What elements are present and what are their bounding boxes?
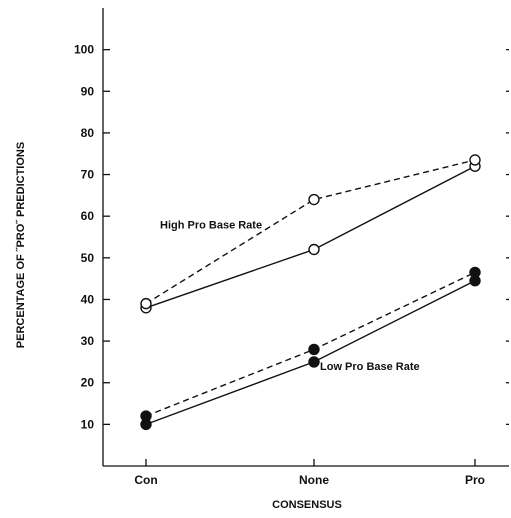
data-point-low-dashed-con xyxy=(140,410,152,422)
x-ticks: Con None Pro xyxy=(134,459,485,487)
data-point-low-dashed-none xyxy=(308,343,320,356)
y-tick-label: 60 xyxy=(81,209,95,223)
y-tick-label: 50 xyxy=(81,251,95,265)
x-tick-label: Pro xyxy=(465,473,485,487)
x-axis-title: CONSENSUS xyxy=(272,499,342,511)
series-line-low-dashed xyxy=(145,271,476,417)
data-point-low-dashed-pro xyxy=(469,266,481,279)
annotation-high-base-rate: High Pro Base Rate xyxy=(160,220,262,232)
annotations: High Pro Base Rate Low Pro Base Rate xyxy=(160,220,420,374)
data-point-high-dashed-pro xyxy=(469,154,481,166)
data-point-high-dashed-none xyxy=(308,193,320,206)
y-tick-label: 40 xyxy=(81,292,95,306)
y-tick-label: 10 xyxy=(81,417,95,431)
y-axis-title: PERCENTAGE OF ˝PRO˝ PREDICTIONS xyxy=(15,142,27,348)
y-tick-label: 30 xyxy=(81,334,95,348)
data-point-high-dashed-con xyxy=(140,297,152,310)
annotation-low-base-rate: Low Pro Base Rate xyxy=(320,361,420,373)
y-ticks: 10 20 30 40 50 60 70 80 90 100 xyxy=(74,43,509,431)
y-tick-label: 20 xyxy=(81,376,95,390)
axes xyxy=(102,8,509,467)
series-points xyxy=(140,154,481,431)
x-tick-label: None xyxy=(299,473,329,487)
series-line-high-dashed xyxy=(145,159,476,305)
y-tick-label: 70 xyxy=(81,168,95,182)
y-tick-label: 80 xyxy=(81,126,95,140)
data-point-high-solid-none xyxy=(308,243,320,256)
data-point-low-solid-none xyxy=(308,356,320,368)
x-tick-label: Con xyxy=(134,473,157,487)
y-tick-label: 100 xyxy=(74,43,94,57)
y-tick-label: 90 xyxy=(81,84,95,98)
series-line-high-solid xyxy=(145,165,476,309)
